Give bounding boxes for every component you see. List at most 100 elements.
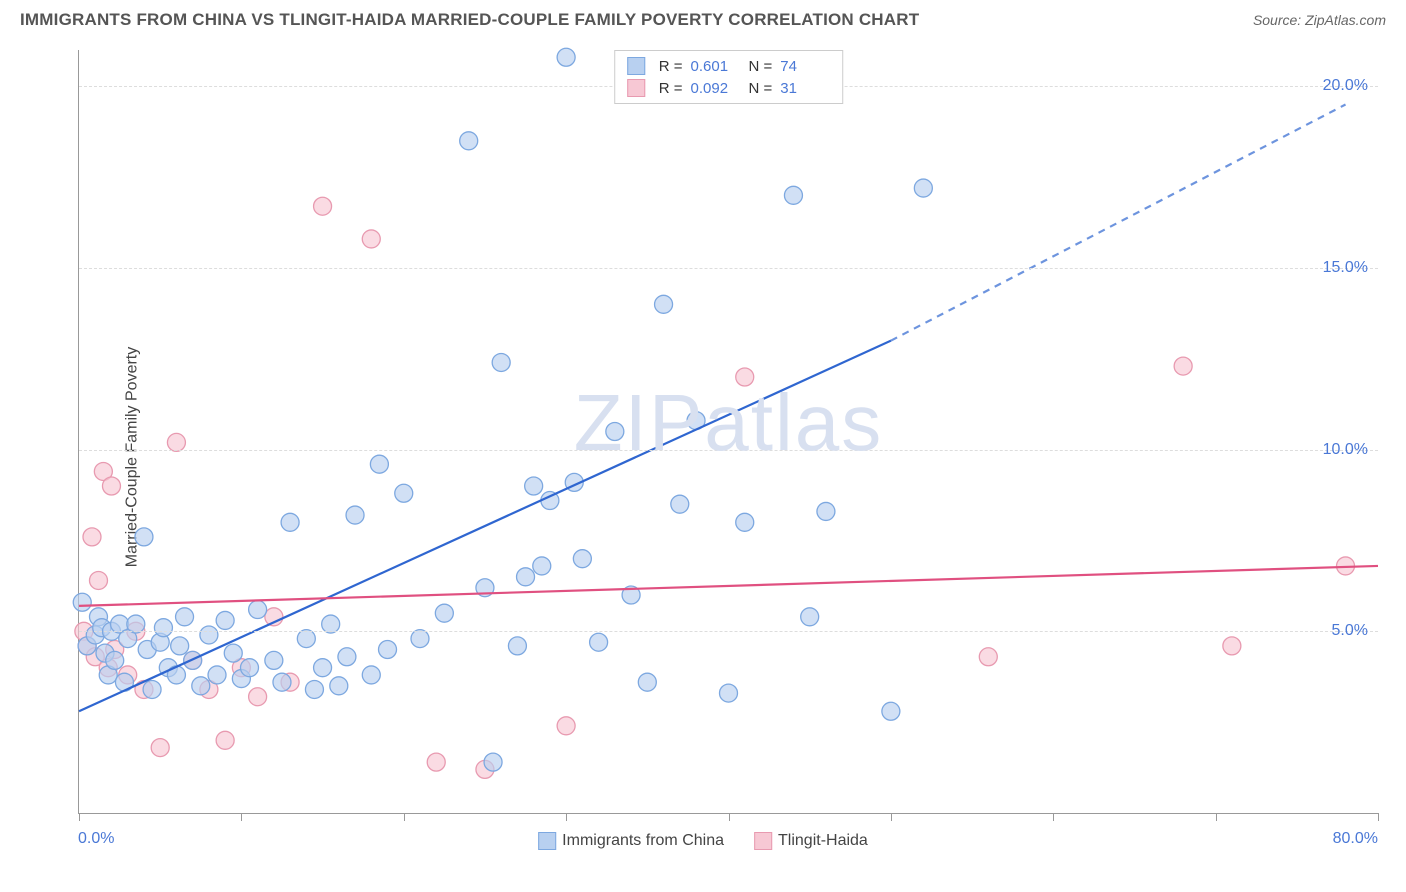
x-tick	[1216, 813, 1217, 821]
data-point	[801, 608, 819, 626]
data-point	[106, 651, 124, 669]
legend-label: Tlingit-Haida	[778, 832, 868, 849]
data-point	[83, 528, 101, 546]
chart-header: IMMIGRANTS FROM CHINA VS TLINGIT-HAIDA M…	[0, 0, 1406, 38]
data-point	[362, 666, 380, 684]
data-point	[492, 353, 510, 371]
gridline	[79, 268, 1378, 269]
x-tick	[404, 813, 405, 821]
data-point	[784, 186, 802, 204]
chart-title: IMMIGRANTS FROM CHINA VS TLINGIT-HAIDA M…	[20, 10, 919, 30]
legend-item: Tlingit-Haida	[754, 832, 868, 850]
data-point	[224, 644, 242, 662]
legend-swatch	[627, 57, 645, 75]
gridline	[79, 450, 1378, 451]
data-point	[379, 641, 397, 659]
data-point	[484, 753, 502, 771]
x-axis-min-label: 0.0%	[78, 830, 114, 848]
chart-area: Married-Couple Family Poverty ZIPatlas R…	[20, 42, 1386, 872]
data-point	[427, 753, 445, 771]
trend-line-extrapolated	[891, 105, 1346, 341]
x-tick	[241, 813, 242, 821]
data-point	[330, 677, 348, 695]
plot-region: ZIPatlas R =0.601N =74R =0.092N =31 5.0%…	[78, 50, 1378, 814]
data-point	[176, 608, 194, 626]
legend-swatch	[627, 79, 645, 97]
correlation-legend: R =0.601N =74R =0.092N =31	[614, 50, 844, 104]
legend-row: R =0.092N =31	[627, 77, 831, 99]
data-point	[265, 651, 283, 669]
series-legend: Immigrants from China Tlingit-Haida	[538, 832, 868, 850]
data-point	[208, 666, 226, 684]
x-tick	[1378, 813, 1379, 821]
data-point	[240, 659, 258, 677]
data-point	[370, 455, 388, 473]
legend-item: Immigrants from China	[538, 832, 724, 850]
source-credit: Source: ZipAtlas.com	[1253, 12, 1386, 28]
gridline	[79, 631, 1378, 632]
n-label: N =	[749, 58, 773, 75]
plot-svg	[79, 50, 1378, 813]
data-point	[590, 633, 608, 651]
r-label: R =	[659, 58, 683, 75]
trend-line	[79, 341, 891, 712]
data-point	[135, 528, 153, 546]
data-point	[249, 601, 267, 619]
x-tick	[566, 813, 567, 821]
data-point	[1174, 357, 1192, 375]
data-point	[638, 673, 656, 691]
data-point	[89, 571, 107, 589]
legend-swatch	[538, 832, 556, 850]
data-point	[979, 648, 997, 666]
data-point	[606, 423, 624, 441]
data-point	[154, 619, 172, 637]
data-point	[525, 477, 543, 495]
data-point	[655, 295, 673, 313]
data-point	[882, 702, 900, 720]
data-point	[362, 230, 380, 248]
data-point	[395, 484, 413, 502]
data-point	[508, 637, 526, 655]
n-value: 31	[780, 80, 830, 97]
data-point	[249, 688, 267, 706]
data-point	[720, 684, 738, 702]
legend-label: Immigrants from China	[562, 832, 724, 849]
data-point	[305, 680, 323, 698]
data-point	[151, 739, 169, 757]
data-point	[216, 611, 234, 629]
data-point	[736, 368, 754, 386]
data-point	[273, 673, 291, 691]
data-point	[200, 626, 218, 644]
data-point	[557, 48, 575, 66]
data-point	[736, 513, 754, 531]
x-axis-max-label: 80.0%	[1333, 830, 1378, 848]
data-point	[1223, 637, 1241, 655]
y-tick-label: 10.0%	[1323, 441, 1368, 459]
data-point	[314, 197, 332, 215]
data-point	[533, 557, 551, 575]
data-point	[817, 502, 835, 520]
data-point	[143, 680, 161, 698]
data-point	[73, 593, 91, 611]
x-tick	[1053, 813, 1054, 821]
trend-line	[79, 566, 1378, 606]
y-tick-label: 20.0%	[1323, 77, 1368, 95]
n-label: N =	[749, 80, 773, 97]
data-point	[557, 717, 575, 735]
data-point	[914, 179, 932, 197]
r-label: R =	[659, 80, 683, 97]
n-value: 74	[780, 58, 830, 75]
data-point	[573, 550, 591, 568]
r-value: 0.601	[691, 58, 741, 75]
data-point	[346, 506, 364, 524]
x-tick	[79, 813, 80, 821]
legend-row: R = 0.601 N = 74	[627, 55, 831, 77]
data-point	[171, 637, 189, 655]
data-point	[338, 648, 356, 666]
data-point	[435, 604, 453, 622]
x-tick	[729, 813, 730, 821]
y-tick-label: 15.0%	[1323, 259, 1368, 277]
data-point	[517, 568, 535, 586]
x-tick	[891, 813, 892, 821]
data-point	[460, 132, 478, 150]
